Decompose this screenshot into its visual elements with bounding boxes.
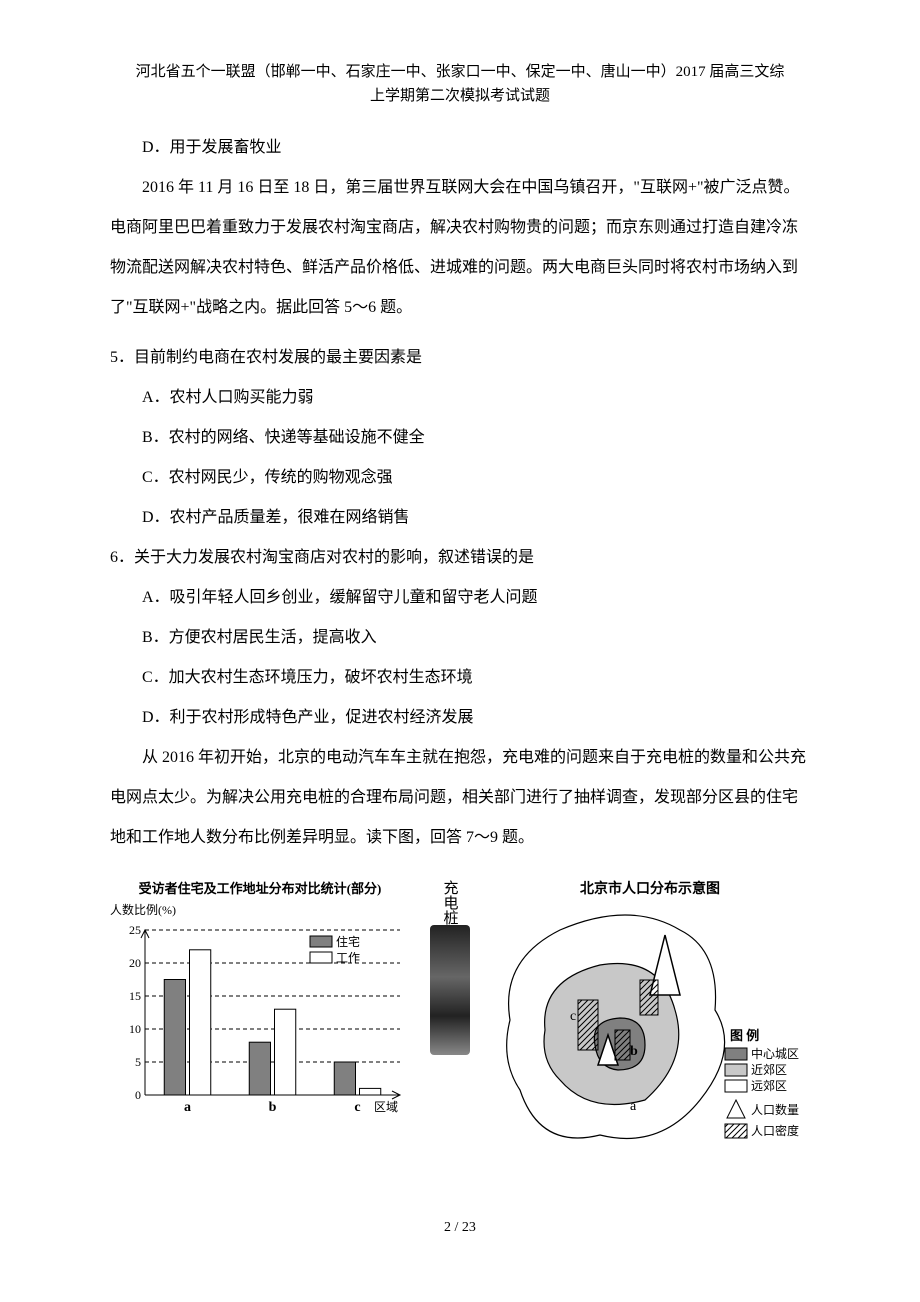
svg-text:15: 15 [129,989,141,1003]
q6-stem: 6．关于大力发展农村淘宝商店对农村的影响，叙述错误的是 [110,538,810,578]
exam-header: 河北省五个一联盟（邯郸一中、石家庄一中、张家口一中、保定一中、唐山一中）2017… [110,60,810,108]
map-svg: a b c 图 例中心城区近郊区远郊区人口数量人口密度 [490,900,810,1160]
svg-text:b: b [630,1044,638,1059]
svg-text:中心城区: 中心城区 [751,1046,799,1061]
q5-stem: 5．目前制约电商在农村发展的最主要因素是 [110,338,810,378]
svg-text:25: 25 [129,923,141,937]
figures-row: 受访者住宅及工作地址分布对比统计(部分) 人数比例(%) 0 5 10 15 20 25 a… [110,878,810,1165]
svg-text:b: b [269,1100,277,1115]
q5-a: A．农村人口购买能力弱 [142,378,810,418]
header-line-1: 河北省五个一联盟（邯郸一中、石家庄一中、张家口一中、保定一中、唐山一中）2017… [110,60,810,84]
pile-label: 充电桩 [440,880,461,925]
svg-text:住宅: 住宅 [336,934,360,949]
svg-text:远郊区: 远郊区 [751,1079,787,1093]
page: 河北省五个一联盟（邯郸一中、石家庄一中、张家口一中、保定一中、唐山一中）2017… [0,0,920,1276]
q6-c: C．加大农村生态环境压力，破坏农村生态环境 [142,658,810,698]
svg-text:a: a [630,1099,637,1114]
q5-b: B．农村的网络、快递等基础设施不健全 [142,418,810,458]
svg-text:区域: 区域 [374,1100,398,1114]
q5-d: D．农村产品质量差，很难在网络销售 [142,498,810,538]
charging-pile: 充电桩 [415,878,485,1055]
svg-text:人口数量: 人口数量 [751,1102,799,1117]
svg-text:c: c [354,1100,360,1115]
bar-chart: 受访者住宅及工作地址分布对比统计(部分) 人数比例(%) 0 5 10 15 20 25 a… [110,878,410,1125]
header-line-2: 上学期第二次模拟考试试题 [110,84,810,108]
page-footer: 2 / 23 [110,1220,810,1236]
option-d-top: D．用于发展畜牧业 [142,128,810,168]
svg-text:0: 0 [135,1088,141,1102]
q6-a: A．吸引年轻人回乡创业，缓解留守儿童和留守老人问题 [142,578,810,618]
q5-c: C．农村网民少，传统的购物观念强 [142,458,810,498]
bar-chart-svg: 0 5 10 15 20 25 a b c 区域 住宅工作 [110,920,410,1120]
map-title: 北京市人口分布示意图 [490,878,810,898]
passage-2: 从 2016 年初开始，北京的电动汽车车主就在抱怨，充电难的问题来自于充电桩的数… [110,738,810,858]
svg-text:20: 20 [129,956,141,970]
svg-text:图 例: 图 例 [730,1028,759,1043]
bar-chart-title: 受访者住宅及工作地址分布对比统计(部分) [110,878,410,897]
pile-icon [430,925,470,1055]
svg-text:工作: 工作 [336,951,360,965]
svg-text:5: 5 [135,1055,141,1069]
passage-1: 2016 年 11 月 16 日至 18 日，第三届世界互联网大会在中国乌镇召开… [110,168,810,328]
q6-d: D．利于农村形成特色产业，促进农村经济发展 [142,698,810,738]
svg-text:10: 10 [129,1022,141,1036]
svg-text:近郊区: 近郊区 [751,1063,787,1077]
map-figure: 北京市人口分布示意图 a b c 图 例中心城区近郊区远郊区人口数量人口密度 [490,878,810,1165]
svg-text:a: a [184,1100,191,1115]
svg-text:人口密度: 人口密度 [751,1123,799,1138]
svg-text:c: c [570,1009,576,1024]
q6-b: B．方便农村居民生活，提高收入 [142,618,810,658]
bar-chart-ylabel: 人数比例(%) [110,901,410,918]
